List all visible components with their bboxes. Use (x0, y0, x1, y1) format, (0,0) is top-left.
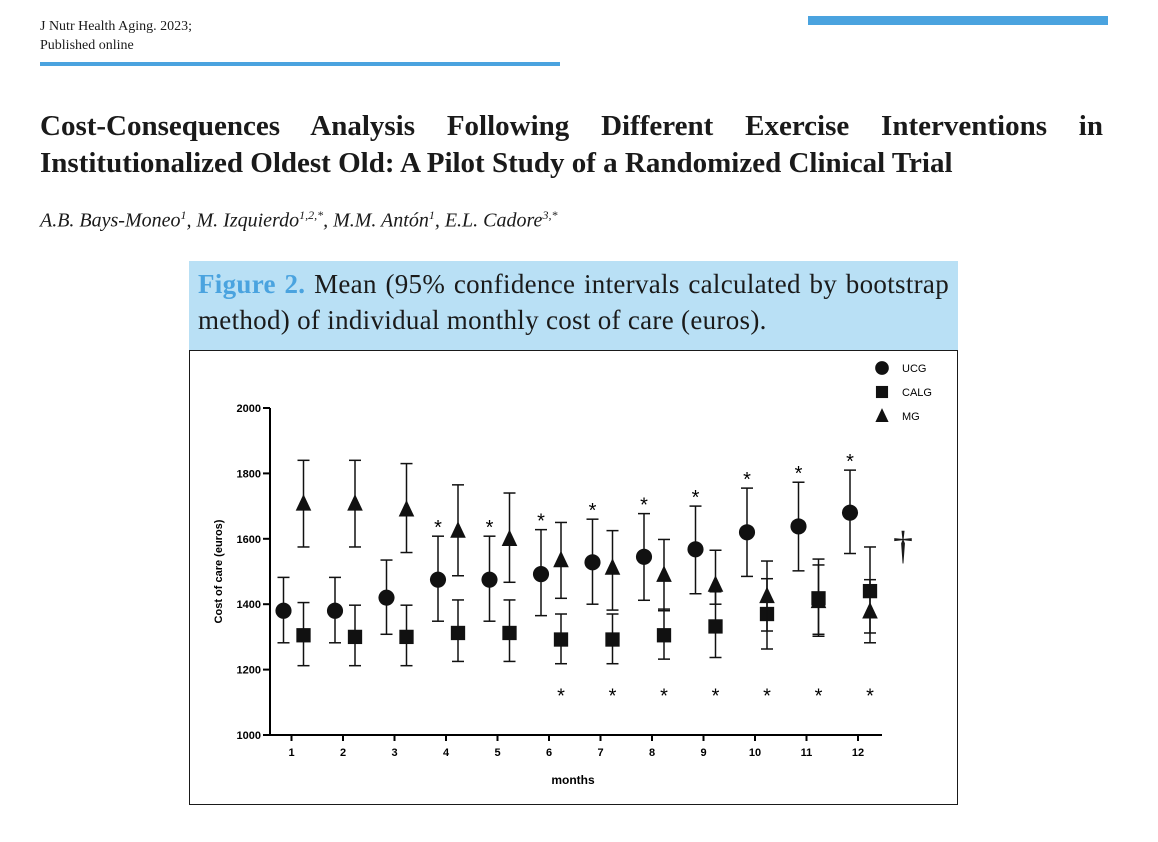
significance-marker-below: * (815, 685, 823, 707)
ucg-point (378, 589, 395, 606)
author-affiliation: 1 (428, 208, 435, 222)
mg-point (501, 529, 518, 546)
calg-point (708, 619, 723, 634)
mg-point (553, 550, 569, 568)
legend-ucg-marker (875, 361, 889, 375)
ucg-point (532, 566, 550, 583)
significance-marker-above: * (743, 469, 751, 491)
x-tick-label: 7 (597, 747, 603, 759)
mg-point (862, 602, 878, 619)
calg-point (347, 629, 363, 645)
legend-calg-marker (875, 385, 889, 399)
chart-frame: 1000 1200 1400 1600 1800 2000 1 2 3 4 5 6 7 8 9 10 11 12 m… (189, 350, 958, 805)
significance-marker-above: * (846, 451, 854, 473)
ucg-point (687, 541, 704, 558)
author-separator: , (323, 209, 334, 232)
author-name: M. Izquierdo (196, 209, 300, 232)
journal-line-1: J Nutr Health Aging. 2023; (40, 19, 193, 34)
ucg-point (841, 504, 859, 521)
author-affiliation: 1,2,* (299, 208, 324, 222)
calg-point (296, 628, 311, 643)
significance-marker-above: * (589, 500, 597, 522)
ucg-point (635, 548, 653, 565)
calg-point (502, 625, 517, 641)
significance-marker-below: * (660, 685, 668, 707)
ucg-point (584, 554, 601, 571)
x-tick-label: 12 (852, 747, 864, 759)
significance-marker-above: * (434, 517, 442, 539)
dagger-symbol: † (893, 523, 913, 568)
mg-point (347, 494, 363, 511)
mg-point (810, 591, 827, 609)
calg-point (450, 625, 466, 641)
author-name: A.B. Bays-Moneo (40, 209, 181, 232)
significance-marker-below: * (866, 685, 874, 707)
x-tick-label: 4 (443, 747, 450, 759)
significance-marker-above: * (486, 517, 494, 539)
ucg-point (429, 571, 447, 588)
mg-point (450, 521, 466, 538)
calg-point (399, 629, 414, 645)
article-title: Cost-Consequences Analysis Following Dif… (40, 110, 1103, 179)
x-tick-label: 3 (391, 747, 397, 759)
figure-caption-text: Mean (95% confidence intervals calculate… (198, 269, 949, 335)
mg-point (295, 494, 312, 511)
author-affiliation: 1 (180, 208, 187, 222)
significance-marker-above: * (692, 487, 700, 509)
mg-point (707, 575, 724, 592)
significance-marker-above: * (640, 495, 648, 517)
x-tick-label: 2 (340, 747, 346, 759)
x-axis-label: months (551, 773, 595, 787)
ucg-point (326, 602, 344, 619)
figure-label: Figure 2. (198, 269, 306, 299)
mg-point (398, 500, 415, 517)
y-tick-label: 1000 (237, 730, 261, 742)
author-list: A.B. Bays-Moneo1, M. Izquierdo1,2,*, M.M… (40, 208, 557, 233)
x-tick-label: 5 (494, 747, 500, 759)
legend-mg-label: MG (902, 411, 920, 423)
y-tick-label: 1600 (237, 534, 261, 546)
ucg-point (790, 518, 807, 535)
author-name: M.M. Antón (333, 209, 429, 232)
x-tick-label: 11 (801, 747, 813, 759)
x-tick-label: 9 (700, 747, 706, 759)
significance-marker-below: * (712, 685, 720, 707)
calg-point (553, 632, 569, 647)
author-separator: , (186, 209, 197, 232)
calg-point (656, 628, 672, 643)
header-rule-right (808, 16, 1108, 25)
journal-line-2: Published online (40, 38, 134, 53)
legend-ucg-label: UCG (902, 363, 926, 375)
significance-marker-above: * (795, 463, 803, 485)
mg-point (604, 558, 621, 575)
y-tick-label: 2000 (237, 403, 261, 415)
author-affiliation: 3,* (542, 208, 558, 222)
calg-point (605, 632, 620, 647)
y-axis-label: Cost of care (euros) (213, 519, 225, 623)
y-tick-label: 1400 (237, 599, 261, 611)
x-tick-label: 1 (288, 747, 294, 759)
mg-point (759, 586, 775, 604)
x-tick-label: 8 (649, 747, 655, 759)
significance-marker-below: * (609, 685, 617, 707)
ucg-point (275, 602, 292, 619)
significance-marker-below: * (557, 685, 565, 707)
x-tick-label: 6 (546, 747, 552, 759)
legend-mg-marker (875, 408, 889, 423)
ucg-point (738, 524, 756, 541)
significance-marker-above: * (537, 511, 545, 533)
significance-marker-below: * (763, 685, 771, 707)
legend-calg-label: CALG (902, 387, 932, 399)
journal-citation: J Nutr Health Aging. 2023; Published onl… (40, 17, 192, 55)
author-separator: , (434, 209, 445, 232)
ucg-point (481, 571, 498, 588)
mg-point (656, 565, 672, 582)
y-tick-label: 1800 (237, 468, 261, 480)
y-tick-label: 1200 (237, 665, 261, 677)
figure-caption: Figure 2. Mean (95% confidence intervals… (189, 261, 958, 350)
header-rule-left (40, 62, 560, 66)
x-tick-label: 10 (749, 747, 761, 759)
author-name: E.L. Cadore (444, 209, 543, 232)
